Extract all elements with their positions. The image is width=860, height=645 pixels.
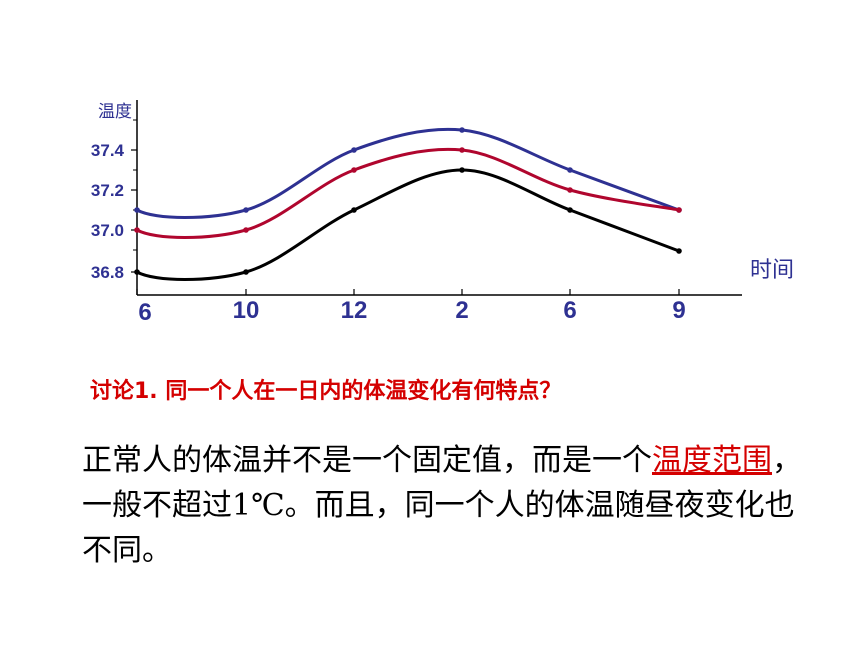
data-point — [567, 207, 573, 213]
x-tick-label: 6 — [138, 299, 151, 326]
series-line — [135, 147, 681, 239]
data-point — [134, 269, 140, 275]
x-axis-title: 时间 — [750, 258, 794, 283]
y-tick-label: 36.8 — [91, 263, 124, 282]
data-point — [567, 167, 573, 173]
data-point — [243, 207, 249, 213]
series-line — [135, 168, 681, 281]
y-ticks: 36.8 37.0 37.2 37.4 — [91, 119, 137, 282]
data-point — [676, 248, 682, 254]
data-point — [567, 187, 573, 193]
data-point — [351, 167, 357, 173]
data-point — [459, 127, 465, 133]
data-point — [243, 269, 249, 275]
data-point — [134, 207, 140, 213]
temperature-chart: 温度 时间 36.8 37.0 37.2 37.4 6 10 12 2 6 9 — [91, 100, 794, 326]
data-point — [459, 167, 465, 173]
series-line — [135, 127, 681, 219]
data-point — [134, 227, 140, 233]
x-tick-label: 9 — [672, 297, 685, 324]
x-tick-label: 6 — [563, 297, 576, 324]
x-tick-label: 12 — [341, 297, 368, 324]
data-point — [351, 147, 357, 153]
body-text-part2: ，一般不超过1℃。而且，同一个人的体温随昼夜变化也不同。 — [82, 443, 802, 568]
data-point — [243, 227, 249, 233]
y-tick-label: 37.4 — [91, 141, 125, 160]
data-point — [676, 207, 682, 213]
data-point — [351, 207, 357, 213]
y-axis-title: 温度 — [98, 102, 132, 122]
x-tick-label: 10 — [233, 297, 260, 324]
x-tick-label: 2 — [455, 297, 468, 324]
series-lines — [134, 127, 682, 281]
body-text: 正常人的体温并不是一个固定值，而是一个温度范围，一般不超过1℃。而且，同一个人的… — [82, 438, 802, 573]
body-text-part1: 正常人的体温并不是一个固定值，而是一个 — [82, 443, 652, 478]
y-tick-label: 37.0 — [91, 221, 124, 240]
discussion-question: 讨论1. 同一个人在一日内的体温变化有何特点？ — [90, 379, 562, 404]
y-tick-label: 37.2 — [91, 181, 124, 200]
highlight-temperature-range: 温度范围 — [652, 443, 772, 478]
data-point — [459, 147, 465, 153]
x-ticks: 6 10 12 2 6 9 — [136, 289, 686, 326]
